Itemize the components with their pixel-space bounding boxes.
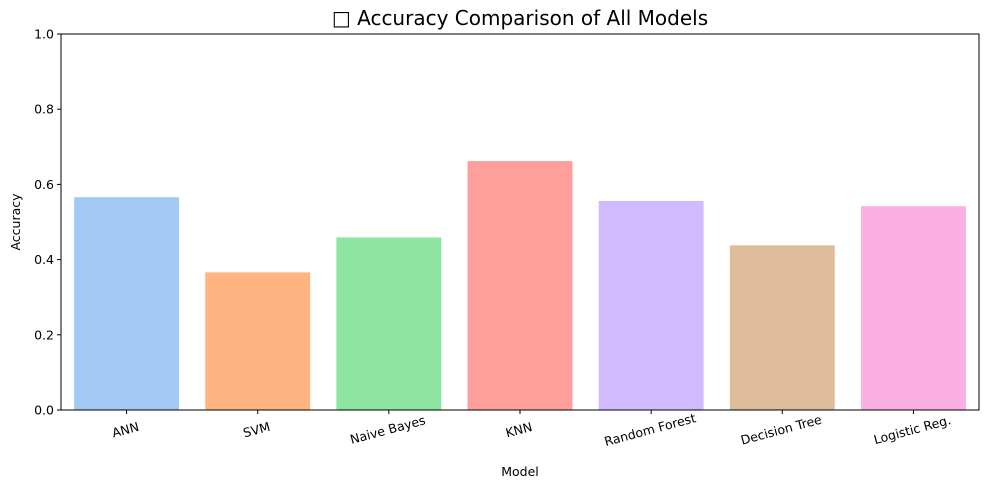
x-tick-label: Logistic Reg. <box>872 412 952 447</box>
y-tick-label: 0.8 <box>34 102 54 117</box>
bar-svm <box>205 272 311 410</box>
y-tick-label: 0.6 <box>34 177 54 192</box>
x-tick-label: Random Forest <box>603 410 698 449</box>
y-tick-label: 1.0 <box>34 27 54 42</box>
x-tick-label: Decision Tree <box>739 412 824 448</box>
x-tick-label: SVM <box>241 419 271 441</box>
bars-group <box>74 161 966 410</box>
y-tick-label: 0.2 <box>34 327 54 342</box>
bar-ann <box>74 197 180 410</box>
x-tick-label: Naive Bayes <box>348 412 427 447</box>
x-axis-label: Model <box>501 464 539 479</box>
x-axis: ANN SVM Naive Bayes KNN Random Forest Decisio… <box>110 410 952 449</box>
chart-title: □ Accuracy Comparison of All Models <box>332 6 708 30</box>
bar-naive-bayes <box>336 237 442 410</box>
x-tick-label: ANN <box>110 419 140 441</box>
x-tick-label: KNN <box>504 419 534 440</box>
bar-decision-tree <box>729 245 835 410</box>
bar-logistic-reg <box>860 206 966 410</box>
bar-random-forest <box>598 200 704 410</box>
y-tick-label: 0.4 <box>34 252 54 267</box>
y-axis-label: Accuracy <box>8 193 23 251</box>
y-axis: 0.0 0.2 0.4 0.6 0.8 1.0 <box>34 27 61 418</box>
y-tick-label: 0.0 <box>34 403 54 418</box>
bar-knn <box>467 161 573 410</box>
